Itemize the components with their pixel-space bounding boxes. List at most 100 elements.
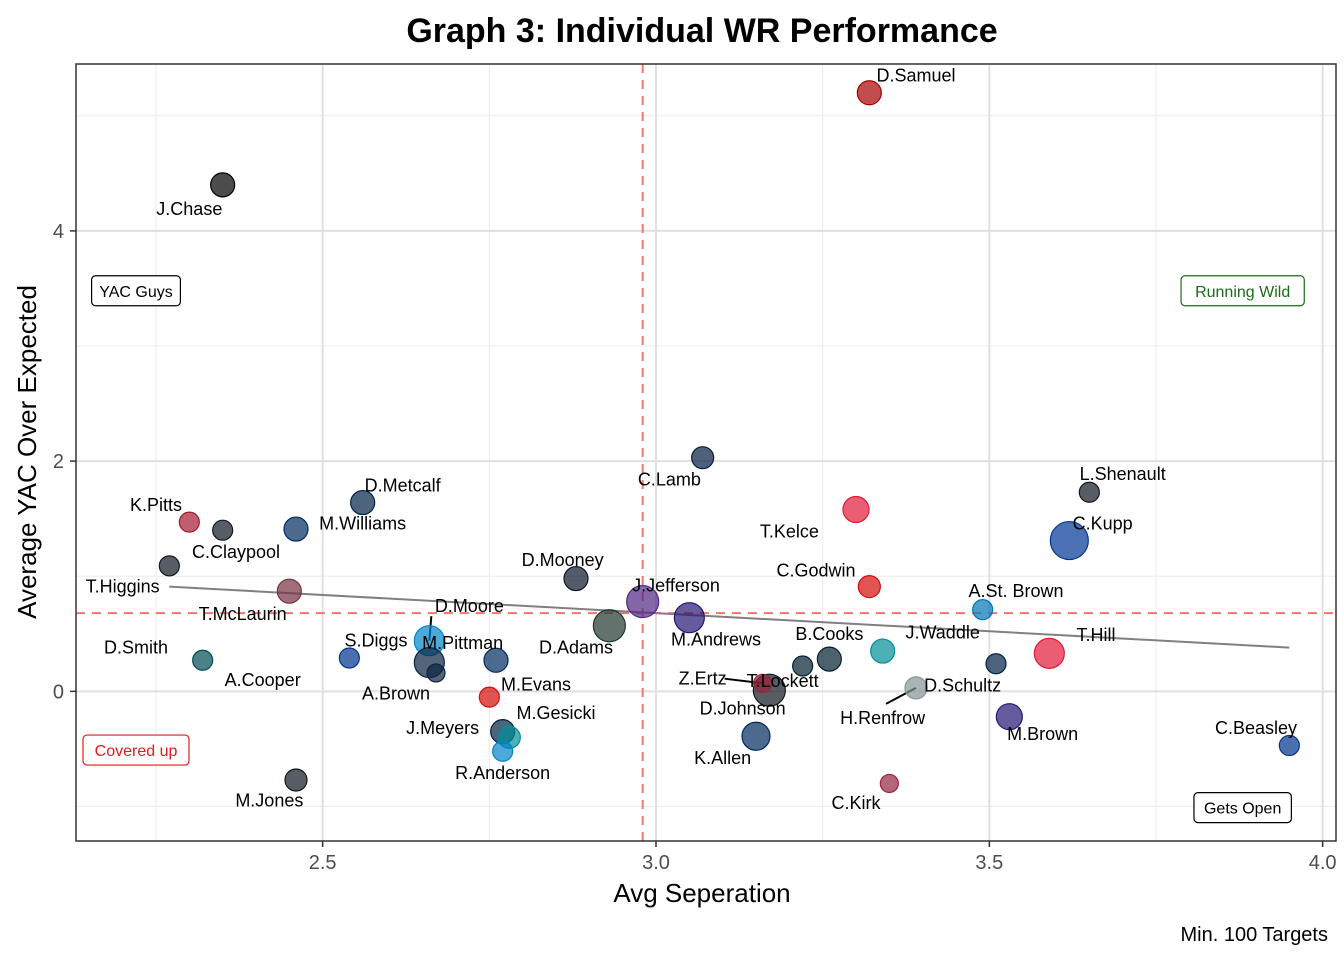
point-label: H.Renfrow xyxy=(840,708,926,728)
point-label: R.Anderson xyxy=(455,763,550,783)
point-label: T.Lockett xyxy=(747,671,819,691)
x-tick-label: 3.0 xyxy=(642,852,670,874)
data-point xyxy=(350,489,376,516)
trend-line xyxy=(169,585,1290,649)
data-point xyxy=(816,646,842,672)
quadrant-label: Covered up xyxy=(95,743,178,760)
y-tick-label: 4 xyxy=(53,221,64,243)
data-point xyxy=(1049,520,1089,561)
point-label: M.Evans xyxy=(501,674,571,694)
quadrant-label-box xyxy=(90,275,182,307)
plot-border xyxy=(75,63,1337,842)
chart-title: Graph 3: Individual WR Performance xyxy=(406,12,997,50)
y-axis-ticks: 0 2 4 xyxy=(53,221,76,703)
quadrant-label-box xyxy=(1180,275,1305,307)
point-label: C.Beasley xyxy=(1215,718,1297,738)
point-label: D.Mooney xyxy=(522,550,604,570)
point-label: M.Pittman xyxy=(422,633,503,653)
data-point xyxy=(904,676,928,700)
data-point xyxy=(212,519,234,541)
data-point xyxy=(1078,481,1100,503)
chart-caption: Min. 100 Targets xyxy=(1181,924,1329,946)
data-point xyxy=(870,638,896,664)
data-point xyxy=(483,647,509,673)
quadrant-label: Gets Open xyxy=(1204,801,1281,818)
quadrant-labels: YAC Guys Running Wild Covered up Gets Open xyxy=(82,275,1305,824)
data-point xyxy=(626,584,660,619)
quadrant-label-box xyxy=(82,734,190,766)
quadrant-label: YAC Guys xyxy=(99,284,173,301)
y-tick-label: 0 xyxy=(53,681,64,703)
y-tick-label: 2 xyxy=(53,451,64,473)
data-point xyxy=(192,649,214,671)
data-point xyxy=(338,647,360,669)
plot-frame xyxy=(75,63,1337,842)
point-label: T.Hill xyxy=(1077,625,1116,645)
point-label: M.Jones xyxy=(235,791,303,811)
data-point xyxy=(592,609,626,643)
quadrant-label-box xyxy=(1193,792,1292,824)
point-label: S.Diggs xyxy=(344,631,407,651)
data-point xyxy=(178,511,200,533)
point-label: C.Claypool xyxy=(192,542,280,562)
point-label: Z.Ertz xyxy=(679,669,727,689)
point-label: T.Kelce xyxy=(760,521,819,541)
regression-line xyxy=(169,585,1290,649)
point-label: J.Jefferson xyxy=(632,575,720,595)
data-point xyxy=(492,740,514,762)
point-label: T.Higgins xyxy=(86,577,160,597)
point-label: D.Johnson xyxy=(700,699,786,719)
point-label: D.Moore xyxy=(435,596,504,616)
data-point xyxy=(478,686,500,708)
point-label: C.Godwin xyxy=(776,560,855,580)
data-point xyxy=(792,655,814,677)
x-axis-title: Avg Seperation xyxy=(613,878,790,908)
data-point xyxy=(985,653,1007,675)
data-point xyxy=(856,80,882,106)
data-point xyxy=(563,565,589,592)
data-point xyxy=(741,721,771,751)
point-label: A.Cooper xyxy=(225,670,301,690)
point-label: B.Cooks xyxy=(795,624,863,644)
data-points xyxy=(158,80,1300,794)
data-point xyxy=(842,495,870,524)
point-label: T.McLaurin xyxy=(199,604,287,624)
data-point xyxy=(276,578,302,604)
point-label: A.St. Brown xyxy=(968,581,1063,601)
data-point xyxy=(879,773,899,794)
data-point xyxy=(1278,734,1300,757)
point-label: D.Metcalf xyxy=(365,475,442,495)
x-axis-ticks: 2.5 3.0 3.5 4.0 xyxy=(309,841,1337,874)
point-label: C.Kupp xyxy=(1073,513,1133,533)
point-label: D.Adams xyxy=(539,638,613,658)
point-labels: D.Samuel J.Chase C.Lamb L.Shenault T.Kelce C.… xyxy=(86,66,1297,814)
point-label: D.Smith xyxy=(104,638,168,658)
data-point xyxy=(284,768,308,792)
point-label: J.Chase xyxy=(156,199,222,219)
data-point xyxy=(673,602,705,634)
point-label: L.Shenault xyxy=(1080,464,1166,484)
y-axis-title: Average YAC Over Expected xyxy=(12,285,42,619)
point-label: M.Brown xyxy=(1007,724,1078,744)
point-label: J.Meyers xyxy=(406,718,479,738)
point-label: M.Andrews xyxy=(671,630,761,650)
point-label: K.Allen xyxy=(694,748,751,768)
data-point xyxy=(283,516,309,542)
data-point xyxy=(691,446,715,470)
data-point xyxy=(995,703,1023,731)
minor-gridlines xyxy=(76,64,1336,841)
point-label: M.Williams xyxy=(319,513,406,533)
data-point xyxy=(753,673,773,693)
data-point xyxy=(210,172,236,198)
data-point xyxy=(158,555,180,577)
point-label: D.Schultz xyxy=(924,676,1001,696)
data-point xyxy=(857,575,881,599)
point-label: C.Kirk xyxy=(832,793,882,813)
point-label: K.Pitts xyxy=(130,495,182,515)
point-label: D.Samuel xyxy=(876,66,955,86)
quadrant-label: Running Wild xyxy=(1195,284,1290,301)
point-label: C.Lamb xyxy=(638,470,701,490)
x-tick-label: 3.5 xyxy=(975,852,1003,874)
x-tick-label: 4.0 xyxy=(1309,852,1337,874)
